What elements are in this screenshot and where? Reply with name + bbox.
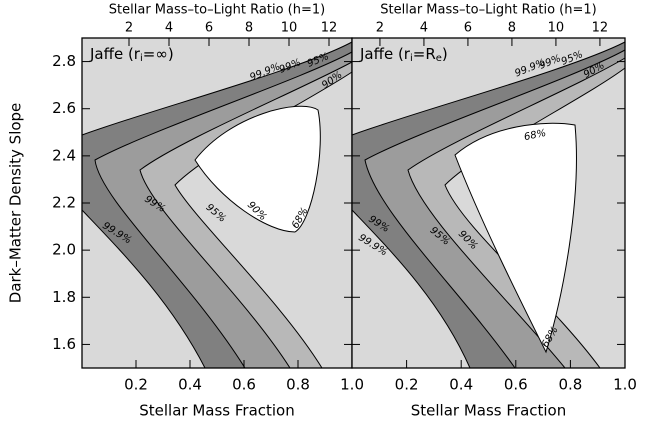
top-tick-label: 4: [165, 21, 173, 36]
x-axis-label: Stellar Mass Fraction: [139, 402, 295, 420]
x-tick-label: 1.0: [340, 376, 364, 394]
title-part: Jaffe (r: [359, 45, 411, 63]
x-tick-label: 1.0: [613, 376, 637, 394]
y-tick-label: 2.8: [52, 52, 76, 70]
contour-region: [454, 122, 577, 354]
top-axis-label: Stellar Mass–to–Light Ratio (h=1): [109, 3, 325, 18]
title-part: =R: [413, 45, 436, 63]
x-tick-label: 0.2: [124, 376, 148, 394]
x-tick-label: 0.8: [558, 376, 582, 394]
title-part: ): [442, 45, 448, 63]
y-tick-label: 2.0: [52, 241, 76, 259]
subscript: i: [410, 53, 413, 64]
y-tick-label: 2.4: [52, 146, 76, 164]
y-axis-label: Dark–Matter Density Slope: [7, 103, 25, 304]
top-tick-label: 12: [592, 21, 609, 36]
panel-title: Jaffe (ri=∞): [89, 45, 174, 65]
y-tick-label: 2.6: [52, 99, 76, 117]
subscript: i: [140, 53, 143, 64]
top-axis-label: Stellar Mass–to–Light Ratio (h=1): [380, 3, 596, 18]
top-tick-label: 8: [245, 21, 253, 36]
contour-label: 68%: [523, 128, 547, 143]
x-tick-label: 0.8: [286, 376, 310, 394]
x-tick-label: 0.6: [232, 376, 256, 394]
x-tick-label: 0.4: [449, 376, 473, 394]
subscript: e: [436, 53, 442, 64]
y-tick-label: 1.6: [52, 335, 76, 353]
title-part: Jaffe (r: [89, 45, 141, 63]
panel-right: [351, 37, 626, 369]
top-tick-label: 12: [321, 21, 338, 36]
top-tick-label: 2: [125, 21, 133, 36]
top-tick-label: 10: [281, 21, 298, 36]
top-tick-label: 6: [205, 21, 213, 36]
top-tick-label: 10: [548, 21, 565, 36]
panel-left: [81, 37, 353, 369]
top-tick-label: 2: [376, 21, 384, 36]
x-tick-label: 0.2: [395, 376, 419, 394]
panel-title: Jaffe (ri=Re): [359, 45, 448, 65]
y-tick-label: 2.2: [52, 194, 76, 212]
top-tick-label: 6: [464, 21, 472, 36]
y-tick-label: 1.8: [52, 288, 76, 306]
x-axis-label: Stellar Mass Fraction: [411, 402, 567, 420]
x-tick-label: 0.4: [178, 376, 202, 394]
top-tick-label: 4: [420, 21, 428, 36]
x-tick-label: 0.6: [504, 376, 528, 394]
top-tick-label: 8: [508, 21, 516, 36]
contour-region: [194, 105, 321, 233]
title-part: =∞): [143, 45, 174, 63]
